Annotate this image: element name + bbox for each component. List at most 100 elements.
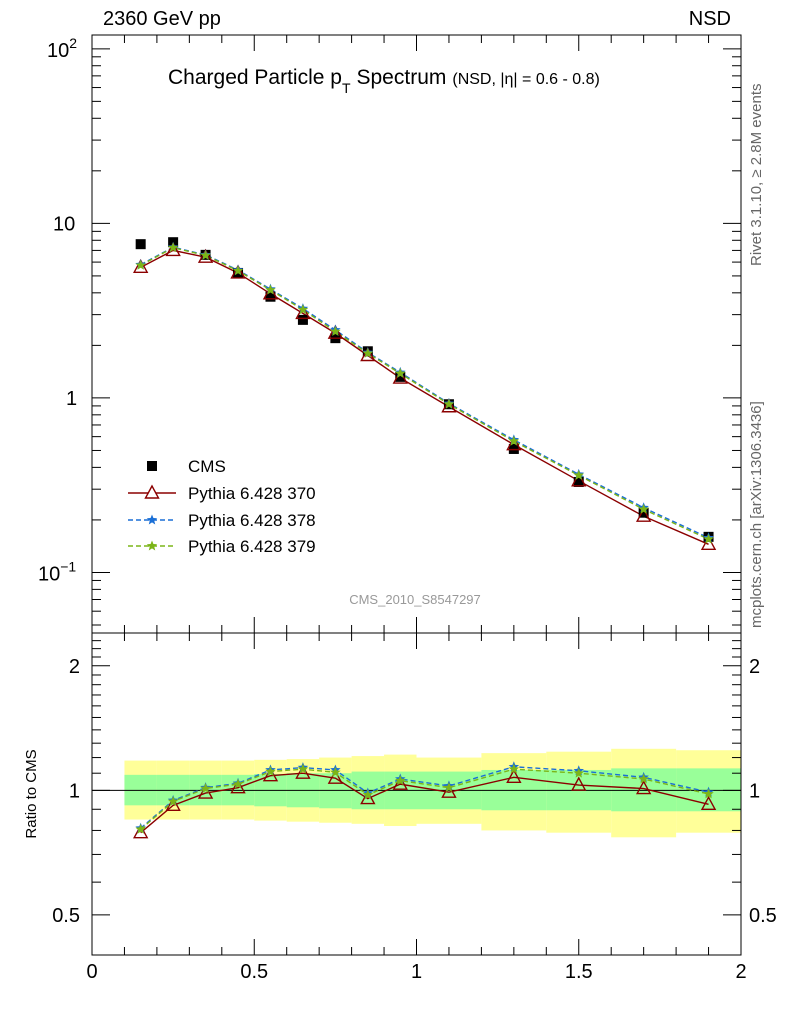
cms-data-point bbox=[297, 314, 308, 325]
legend-label-2: Pythia 6.428 378 bbox=[188, 511, 316, 530]
pythia-370-marker bbox=[197, 248, 214, 263]
cms-data-point bbox=[573, 476, 584, 487]
pythia-star-marker-3 bbox=[395, 368, 406, 378]
series-line-3 bbox=[140, 247, 709, 540]
ratio-marker-triangle bbox=[165, 796, 181, 812]
legend-marker-cms bbox=[147, 461, 157, 471]
chart-title-subscript: T bbox=[342, 80, 351, 96]
chart-title: Charged Particle pT Spectrum (NSD, |η| = 0… bbox=[168, 66, 600, 96]
cms-data-point bbox=[265, 291, 276, 302]
header-energy-label: 2360 GeV pp bbox=[103, 8, 221, 30]
ratio-marker-star-2 bbox=[297, 763, 309, 774]
ratio-marker-star-2 bbox=[703, 788, 714, 799]
ratio-line-2 bbox=[140, 768, 709, 830]
x-tick-label: 0.5 bbox=[240, 961, 268, 983]
analysis-watermark: CMS_2010_S8547297 bbox=[349, 592, 481, 607]
pythia-star-marker-3 bbox=[703, 533, 714, 544]
ratio-ytick-label-left: 1 bbox=[69, 780, 80, 802]
ratio-marker-triangle bbox=[700, 795, 717, 811]
ratio-marker-triangle bbox=[262, 767, 279, 782]
ratio-marker-triangle bbox=[506, 768, 522, 784]
ratio-marker-star-2 bbox=[330, 766, 341, 777]
ratio-marker-star-2 bbox=[362, 789, 374, 800]
chart-title-note: (NSD, |η| = 0.6 - 0.8) bbox=[452, 71, 599, 88]
pythia-star-marker-3 bbox=[362, 347, 374, 358]
ratio-marker-star-2 bbox=[232, 778, 244, 789]
pythia-star-marker-3 bbox=[135, 259, 146, 270]
x-tick-label: 1 bbox=[411, 961, 422, 983]
ratio-marker-star-2 bbox=[395, 775, 406, 786]
ratio-marker-star-2 bbox=[443, 782, 455, 793]
pythia-star-marker-3 bbox=[443, 398, 455, 409]
pythia-370-marker bbox=[441, 398, 457, 413]
ratio-line-1 bbox=[140, 766, 709, 829]
legend-label-3: Pythia 6.428 379 bbox=[188, 537, 316, 556]
ratio-marker-triangle bbox=[360, 790, 376, 805]
ratio-panel: 0.5 0.5 1 1 2 2 0 0.5 1 1.5 2 Ratio to CMS bbox=[23, 632, 777, 983]
pythia-star-marker-3 bbox=[265, 284, 276, 295]
ratio-ytick-label-left: 2 bbox=[69, 656, 80, 678]
pythia-370-marker bbox=[230, 264, 246, 279]
pythia-370-marker bbox=[295, 304, 311, 320]
ytick-label-10: 10 bbox=[53, 213, 75, 235]
x-tick-label: 1.5 bbox=[565, 961, 593, 983]
pythia-370-marker bbox=[635, 507, 652, 522]
chart-title-rest: Spectrum bbox=[357, 66, 447, 89]
ratio-marker-star-2 bbox=[135, 823, 146, 834]
ratio-line-0 bbox=[140, 772, 709, 834]
x-tick-label: 2 bbox=[735, 961, 746, 983]
pythia-370-marker bbox=[571, 472, 587, 487]
ratio-marker-star-2 bbox=[200, 783, 211, 793]
pythia-370-marker bbox=[327, 324, 344, 339]
legend-label-1: Pythia 6.428 370 bbox=[188, 484, 316, 503]
ytick-label-exponent: −1 bbox=[60, 558, 76, 574]
cms-data-point bbox=[638, 507, 649, 518]
pythia-star-marker-3 bbox=[167, 242, 179, 253]
pythia-370-marker bbox=[165, 241, 181, 257]
cms-data-point bbox=[135, 239, 146, 250]
pythia-star-marker-3 bbox=[508, 435, 520, 446]
ratio-ytick-label-right: 1 bbox=[749, 780, 760, 802]
ratio-ytick-label-right: 2 bbox=[749, 656, 760, 678]
pythia-370-marker bbox=[506, 436, 522, 451]
ratio-marker-triangle bbox=[392, 775, 408, 790]
pythia-star-marker-3 bbox=[573, 469, 584, 480]
pythia-370-marker bbox=[262, 285, 279, 300]
ratio-marker-star-2 bbox=[265, 766, 276, 777]
ytick-label-1: 1 bbox=[66, 388, 77, 410]
legend-marker-triangle bbox=[144, 484, 160, 499]
legend-label-0: CMS bbox=[188, 457, 226, 476]
ratio-ytick-label-left: 0.5 bbox=[52, 905, 80, 927]
pythia-370-marker bbox=[132, 258, 149, 274]
pythia-370-marker bbox=[700, 535, 717, 551]
pythia-star-marker-3 bbox=[638, 503, 649, 514]
pythia-star-marker-3 bbox=[232, 265, 244, 276]
pythia-star-marker-3 bbox=[330, 326, 341, 336]
legend-marker-star-3 bbox=[146, 540, 158, 551]
ratio-marker-star-2 bbox=[638, 773, 649, 784]
ytick-label-exponent: 2 bbox=[69, 35, 77, 51]
header-process-label: NSD bbox=[688, 8, 731, 30]
ratio-ytick-label-right: 0.5 bbox=[749, 905, 777, 927]
ratio-marker-triangle bbox=[230, 779, 246, 794]
ratio-marker-triangle bbox=[571, 776, 587, 791]
ratio-marker-star-2 bbox=[167, 795, 179, 806]
legend-marker-star-2 bbox=[146, 514, 158, 525]
ratio-y-axis-label: Ratio to CMS bbox=[23, 749, 40, 838]
ratio-marker-triangle bbox=[441, 783, 457, 798]
x-tick-label: 0 bbox=[86, 961, 97, 983]
ratio-marker-triangle bbox=[132, 824, 149, 839]
pythia-star-marker-3 bbox=[200, 249, 211, 260]
pythia-star-marker-3 bbox=[297, 304, 309, 315]
cms-data-point bbox=[395, 371, 406, 382]
ratio-marker-triangle bbox=[197, 784, 214, 799]
ratio-marker-star-2 bbox=[508, 763, 520, 774]
ratio-marker-star-2 bbox=[573, 767, 584, 778]
ytick-label-0.1: 10−1 bbox=[38, 558, 76, 585]
ratio-marker-triangle bbox=[295, 764, 311, 779]
ytick-label-100: 102 bbox=[47, 35, 77, 62]
ratio-marker-triangle bbox=[635, 780, 652, 795]
ratio-marker-triangle bbox=[327, 769, 344, 784]
